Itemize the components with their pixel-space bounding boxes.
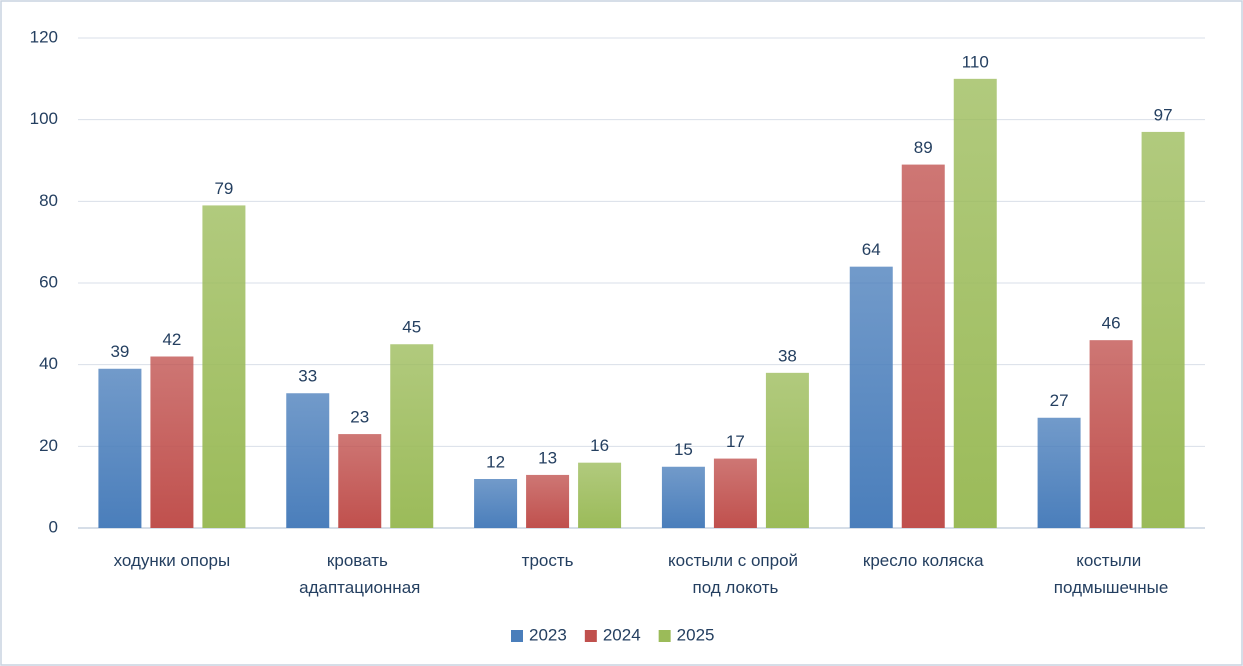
y-tick-label: 80 <box>39 191 58 210</box>
bar <box>202 205 246 528</box>
data-label: 33 <box>298 367 317 386</box>
y-tick-label: 120 <box>30 27 58 46</box>
data-label: 15 <box>674 440 693 459</box>
bar <box>1089 340 1133 528</box>
x-tick-label: костыли подмышечные <box>1054 551 1169 597</box>
y-tick-label: 60 <box>39 272 58 291</box>
data-label: 45 <box>402 318 421 337</box>
bar <box>765 372 809 528</box>
bar <box>150 356 194 528</box>
x-tick-label: ходунки опоры <box>114 551 231 570</box>
bar <box>953 78 997 528</box>
data-label: 46 <box>1102 314 1121 333</box>
bar <box>849 266 893 528</box>
bar <box>526 474 570 528</box>
bar <box>578 462 622 528</box>
data-label: 23 <box>350 408 369 427</box>
data-label: 42 <box>162 330 181 349</box>
y-tick-label: 20 <box>39 436 58 455</box>
bar <box>713 458 757 528</box>
legend-label: 2024 <box>603 625 641 644</box>
data-label: 38 <box>778 346 797 365</box>
data-label: 64 <box>862 240 881 259</box>
x-tick-label: кресло коляска <box>863 551 984 570</box>
data-label: 27 <box>1050 391 1069 410</box>
bar <box>286 393 330 528</box>
bar <box>661 466 705 528</box>
legend-swatch <box>584 630 597 642</box>
data-label: 13 <box>538 448 557 467</box>
y-tick-label: 40 <box>39 354 58 373</box>
legend-label: 2025 <box>677 625 715 644</box>
data-label: 79 <box>214 179 233 198</box>
data-label: 17 <box>726 432 745 451</box>
x-tick-label: кровать адаптационная <box>299 551 420 597</box>
bar <box>901 164 945 529</box>
bar <box>474 479 518 528</box>
bar <box>1037 417 1081 528</box>
bar <box>98 368 142 528</box>
data-label: 97 <box>1154 105 1173 124</box>
bar <box>1141 131 1185 528</box>
legend-swatch <box>658 630 671 642</box>
data-label: 89 <box>914 138 933 157</box>
bar <box>390 344 434 528</box>
x-tick-label: трость <box>522 551 574 570</box>
legend-swatch <box>511 630 523 642</box>
x-tick-label: костыли с опрой под локоть <box>668 551 803 597</box>
y-tick-label: 0 <box>49 517 58 536</box>
y-tick-label: 100 <box>30 109 58 128</box>
data-label: 39 <box>110 342 129 361</box>
data-label: 110 <box>962 52 989 71</box>
data-label: 12 <box>486 452 505 471</box>
data-label: 16 <box>590 436 609 455</box>
bar <box>338 434 382 528</box>
legend-label: 2023 <box>529 625 567 644</box>
